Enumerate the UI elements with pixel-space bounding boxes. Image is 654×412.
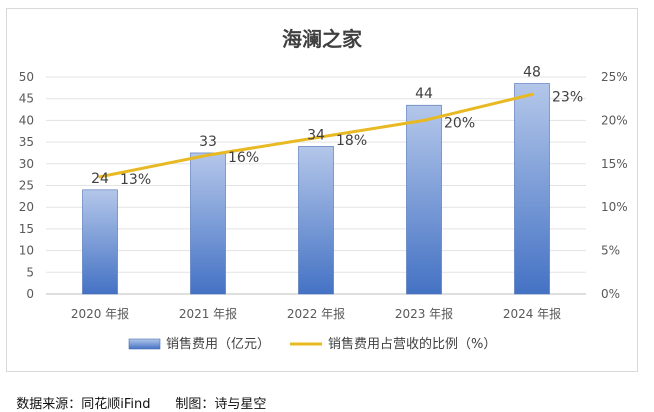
footer-source: 数据来源：同花顺iFind 制图：诗与星空 [8,378,266,412]
bar [298,146,334,295]
left-tick-label: 0 [26,287,34,301]
legend-bar-label: 销售费用（亿元） [166,336,270,352]
left-tick-label: 10 [19,244,34,258]
left-tick-label: 5 [26,265,34,279]
gridlines [46,76,586,295]
left-tick-label: 30 [19,157,34,171]
line-value-label: 18% [336,133,367,149]
right-tick-label: 0% [601,287,620,301]
line-point [206,153,210,157]
bar-value-label: 44 [415,86,433,102]
left-tick-label: 50 [19,70,34,84]
line-point [530,92,534,96]
line-value-label: 23% [552,89,583,105]
left-tick-label: 40 [19,113,34,127]
legend-line-label: 销售费用占营收的比例（%） [328,336,496,352]
legend-bar-swatch [128,338,161,350]
legend: 销售费用（亿元） 销售费用占营收的比例（%） [128,336,496,352]
line-series [98,92,534,179]
left-tick-label: 25 [19,179,34,193]
right-tick-label: 5% [601,244,620,258]
left-tick-label: 35 [19,135,34,149]
right-tick-label: 15% [601,157,628,171]
line-point [314,136,318,140]
left-axis-ticks: 0 5 10 15 20 25 30 35 40 45 50 [19,70,34,301]
bar [190,152,226,295]
right-tick-label: 20% [601,113,628,127]
line-value-label: 13% [120,172,151,188]
x-tick-label: 2021 年报 [179,306,237,321]
left-tick-label: 45 [19,92,34,106]
chart-title: 海澜之家 [282,27,363,51]
left-tick-label: 15 [19,222,34,236]
x-tick-label: 2023 年报 [395,306,453,321]
bar-value-label: 24 [91,171,109,187]
line-value-label: 20% [444,115,475,131]
line-value-label: 16% [228,150,259,166]
x-tick-label: 2020 年报 [71,306,129,321]
data-labels: 24 33 34 44 48 13% 16% 18% 20% 23% [91,65,583,188]
bar [406,104,442,295]
right-axis-ticks: 0% 5% 10% 15% 20% 25% [601,70,628,301]
bar [514,83,550,295]
right-tick-label: 25% [601,70,628,84]
x-tick-label: 2024 年报 [503,306,561,321]
line-point [422,118,426,122]
bar [82,189,118,295]
left-tick-label: 20 [19,200,34,214]
bar-value-label: 33 [199,134,217,150]
bar-value-label: 48 [523,65,541,81]
line-point [98,175,102,179]
bar-value-label: 34 [307,127,325,143]
right-tick-label: 10% [601,200,628,214]
x-axis-ticks: 2020 年报 2021 年报 2022 年报 2023 年报 2024 年报 [71,306,561,321]
x-tick-label: 2022 年报 [287,306,345,321]
bar-series [82,83,550,295]
